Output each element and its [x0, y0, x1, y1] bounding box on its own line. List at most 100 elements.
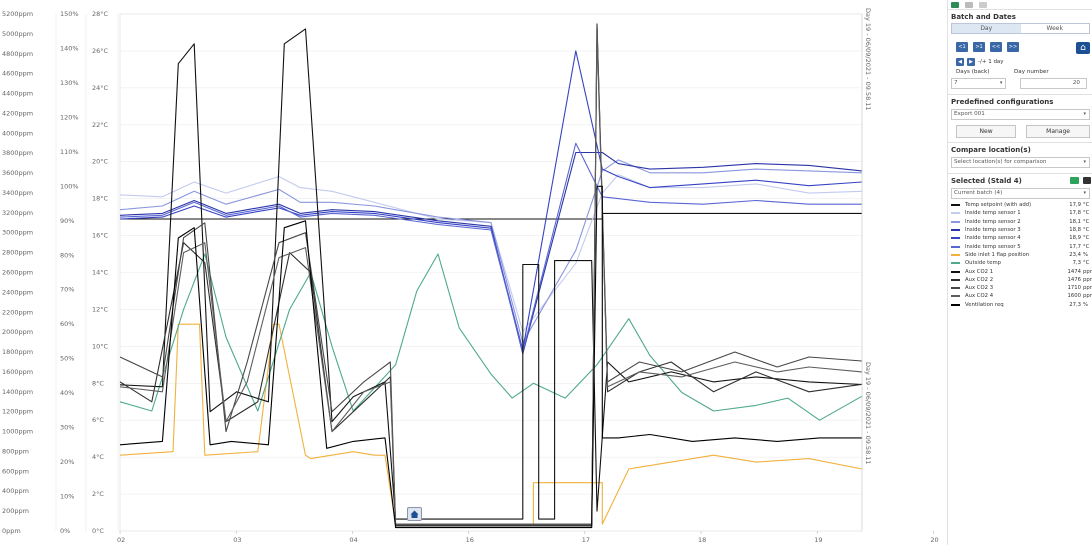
legend-label: Aux CO2 2 — [965, 276, 994, 283]
compare-select[interactable]: Select location(s) for comparison ▾ — [951, 157, 1090, 168]
day-week-toggle[interactable]: Day Week — [951, 23, 1090, 34]
days-inputs: 7 ▾ 20 — [948, 77, 1090, 90]
back-period-button[interactable]: << — [990, 42, 1002, 52]
y-tick-label: 2000ppm — [2, 328, 33, 336]
home-icon — [410, 510, 419, 518]
legend-label: Inside temp sensor 3 — [965, 227, 1021, 234]
series-layer — [119, 23, 863, 529]
y-tick-label: 4200ppm — [2, 109, 33, 117]
y-tick-label: 20°C — [92, 158, 109, 166]
legend-item[interactable]: Ventilation req 27,3% — [948, 301, 1092, 309]
legend-value: 17,8 — [1069, 210, 1081, 217]
series-line — [120, 212, 862, 220]
legend-value: 23,4 — [1069, 251, 1081, 258]
legend-label: Inside temp sensor 4 — [965, 235, 1021, 242]
day-marker-label: Day 19 - 06/09/2021 - 09.58.11 — [864, 362, 872, 465]
legend-item[interactable]: Aux CO2 3 1710ppm — [948, 284, 1092, 292]
excel-export-icon[interactable] — [951, 1, 959, 8]
legend-item[interactable]: Aux CO2 1 1474ppm — [948, 267, 1092, 275]
home-icon: ⌂ — [1080, 43, 1086, 53]
y-tick-label: 3800ppm — [2, 149, 33, 157]
arrow-icon[interactable] — [979, 1, 987, 8]
legend-item[interactable]: Side inlet 1 flap position 23,4% — [948, 251, 1092, 259]
series-legend: Temp setpoint (with add) 17,9 °C Inside tem… — [948, 201, 1092, 309]
y-tick-label: 1400ppm — [2, 388, 33, 396]
y-tick-label: 4800ppm — [2, 50, 33, 58]
date-nav-row: <1 >1 << >> ⌂ — [956, 42, 1090, 54]
day-marker-label: Day 19 - 06/09/2021 - 09.58.11 — [864, 8, 872, 111]
chevron-down-icon: ▾ — [999, 80, 1003, 86]
y-tick-label: 200ppm — [2, 507, 29, 515]
step-prev-icon[interactable]: ◀ — [956, 57, 964, 66]
legend-item[interactable]: Inside temp sensor 2 18,1 °C — [948, 218, 1092, 226]
y-tick-label: 800ppm — [2, 447, 29, 455]
home-button[interactable]: ⌂ — [1076, 42, 1090, 54]
legend-swatch — [951, 237, 960, 240]
legend-label: Aux CO2 4 — [965, 293, 994, 300]
legend-swatch — [951, 278, 960, 281]
home-zoom-button[interactable] — [407, 507, 422, 521]
days-back-select[interactable]: 7 ▾ — [951, 78, 1007, 89]
y-tick-label: 1000ppm — [2, 428, 33, 436]
zoom-icon[interactable] — [965, 1, 973, 8]
manage-button[interactable]: Manage — [1026, 125, 1090, 138]
y-tick-label: 10% — [60, 493, 74, 501]
predefined-select[interactable]: Export 001 ▾ — [951, 109, 1090, 120]
forward-period-button[interactable]: >> — [1007, 42, 1019, 52]
x-tick-label: 19 — [814, 536, 822, 544]
edit-icon[interactable] — [1083, 177, 1091, 184]
legend-unit: % — [1083, 301, 1089, 308]
batch-select[interactable]: Current batch (4) ▾ — [951, 188, 1090, 199]
legend-item[interactable]: Inside temp sensor 4 18,9 °C — [948, 234, 1092, 242]
series-line — [119, 33, 863, 525]
y-tick-label: 600ppm — [2, 467, 29, 475]
legend-unit: °C — [1083, 210, 1090, 217]
x-tick-label: 03 — [233, 536, 241, 544]
y-tick-label: 60% — [60, 320, 74, 328]
new-button[interactable]: New — [956, 125, 1017, 138]
y-tick-label: 5000ppm — [2, 30, 33, 38]
series-line — [119, 253, 863, 421]
batch-dates-title: Batch and Dates — [951, 13, 1016, 21]
predefined-buttons: New Manage — [956, 125, 1090, 138]
chart-area[interactable]: 0ppm 200ppm 400ppm 600ppm 800ppm 1000ppm 1200p… — [0, 0, 940, 545]
legend-swatch — [951, 253, 960, 256]
tab-day[interactable]: Day — [952, 24, 1021, 33]
legend-label: Outside temp — [965, 260, 1001, 267]
step-next-icon[interactable]: ▶ — [967, 57, 975, 66]
x-tick-label: 02 — [117, 536, 125, 544]
series-line — [119, 50, 863, 351]
legend-value: 17,7 — [1069, 243, 1081, 250]
y-tick-label: 2400ppm — [2, 288, 33, 296]
legend-item[interactable]: Aux CO2 4 1600ppm — [948, 292, 1092, 300]
y-tick-label: 70% — [60, 286, 74, 294]
y-tick-label: 0% — [60, 527, 70, 535]
legend-unit: ppm — [1083, 276, 1092, 283]
eye-icon[interactable] — [1070, 177, 1079, 184]
series-line — [119, 185, 862, 529]
tab-week[interactable]: Week — [1046, 25, 1063, 32]
legend-item[interactable]: Inside temp sensor 3 18,8 °C — [948, 226, 1092, 234]
y-tick-label: 3400ppm — [2, 189, 33, 197]
line-chart[interactable]: 0ppm 200ppm 400ppm 600ppm 800ppm 1000ppm 1200p… — [0, 0, 940, 545]
legend-unit: °C — [1083, 227, 1090, 234]
legend-label: Inside temp sensor 2 — [965, 218, 1021, 225]
y-tick-label: 5200ppm — [2, 10, 33, 18]
legend-item[interactable]: Inside temp sensor 1 17,8 °C — [948, 209, 1092, 217]
legend-label: Aux CO2 1 — [965, 268, 994, 275]
y-tick-label: 120% — [60, 113, 79, 121]
y-tick-label: 26°C — [92, 47, 109, 55]
y-tick-label: 2600ppm — [2, 269, 33, 277]
day-number-stepper[interactable]: 20 — [1020, 78, 1087, 89]
legend-item[interactable]: Aux CO2 2 1476ppm — [948, 276, 1092, 284]
legend-item[interactable]: Inside temp sensor 5 17,7 °C — [948, 242, 1092, 250]
legend-item[interactable]: Temp setpoint (with add) 17,9 °C — [948, 201, 1092, 209]
legend-item[interactable]: Outside temp 7,3 °C — [948, 259, 1092, 267]
legend-label: Side inlet 1 flap position — [965, 251, 1030, 258]
y-tick-label: 40% — [60, 389, 74, 397]
back-1-day-button[interactable]: <1 — [956, 42, 968, 52]
y-tick-label: 8°C — [92, 379, 104, 387]
forward-1-day-button[interactable]: >1 — [973, 42, 985, 52]
step-row: ◀ ▶ -/+ 1 day — [956, 57, 1090, 66]
step-text: -/+ 1 day — [978, 58, 1004, 65]
